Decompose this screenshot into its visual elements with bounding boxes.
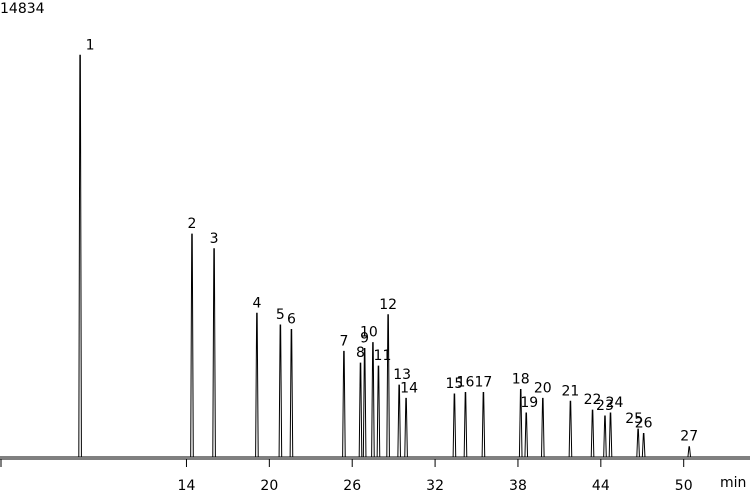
x-unit-label: min — [720, 475, 746, 491]
x-tick-label-38: 38 — [509, 478, 527, 494]
peak-23 — [603, 415, 607, 458]
peak-6 — [289, 328, 294, 458]
x-tick-label-44: 44 — [592, 478, 610, 494]
peak-label-9: 9 — [360, 330, 369, 346]
peak-label-26: 26 — [635, 416, 653, 432]
peak-label-21: 21 — [562, 383, 580, 399]
peak-label-5: 5 — [276, 307, 285, 323]
peak-3 — [212, 248, 216, 458]
peak-19 — [524, 412, 529, 458]
peak-label-14: 14 — [400, 380, 418, 396]
peak-label-25: 25 — [625, 411, 643, 427]
x-axis: 14 20 26 32 38 44 50 — [0, 458, 750, 494]
peak-label-16: 16 — [457, 374, 475, 390]
peak-label-3: 3 — [210, 231, 219, 247]
peak-label-6: 6 — [287, 311, 296, 327]
peak-label-20: 20 — [534, 380, 552, 396]
peak-label-17: 17 — [475, 374, 493, 390]
peak-17 — [481, 391, 486, 458]
peak-21 — [568, 400, 573, 458]
peak-11 — [376, 365, 381, 458]
y-max-label: 14834 — [0, 1, 45, 17]
peak-15 — [452, 393, 457, 458]
x-tick-label-32: 32 — [426, 478, 444, 494]
peak-label-1: 1 — [86, 37, 95, 53]
peak-2 — [190, 233, 194, 458]
peak-26 — [641, 433, 646, 458]
peak-20 — [541, 397, 545, 458]
peak-label-15: 15 — [446, 376, 464, 392]
peak-18 — [518, 389, 523, 458]
peak-label-18: 18 — [512, 372, 530, 388]
x-tick-label-20: 20 — [260, 478, 278, 494]
peak-24 — [608, 412, 613, 458]
peak-8 — [358, 362, 363, 458]
x-tick-label-14: 14 — [178, 478, 196, 494]
peak-label-22: 22 — [584, 392, 602, 408]
peak-label-7: 7 — [339, 333, 348, 349]
peak-label-11: 11 — [374, 348, 392, 364]
peak-label-27: 27 — [680, 429, 698, 445]
peak-label-10: 10 — [360, 325, 378, 341]
peak-label-24: 24 — [606, 395, 624, 411]
peak-22 — [590, 409, 595, 458]
peak-4 — [255, 312, 259, 458]
peak-label-23: 23 — [596, 398, 614, 414]
peak-27 — [687, 446, 692, 458]
peak-14 — [404, 397, 408, 458]
peak-label-8: 8 — [356, 345, 365, 361]
peak-label-13: 13 — [393, 367, 411, 383]
peak-7 — [342, 350, 346, 458]
x-tick-label-50: 50 — [675, 478, 693, 494]
peak-label-19: 19 — [520, 395, 538, 411]
peak-12 — [386, 314, 390, 458]
peak-13 — [397, 384, 401, 458]
x-tick-label-26: 26 — [343, 478, 361, 494]
peak-1 — [78, 54, 82, 458]
peak-10 — [371, 342, 375, 458]
peak-5 — [278, 324, 283, 458]
peak-label-4: 4 — [252, 295, 261, 311]
peak-label-12: 12 — [379, 297, 397, 313]
peak-25 — [636, 428, 640, 458]
peak-9 — [362, 347, 367, 458]
peak-label-2: 2 — [188, 216, 197, 232]
peak-16 — [463, 391, 468, 458]
trace-group — [0, 54, 750, 458]
